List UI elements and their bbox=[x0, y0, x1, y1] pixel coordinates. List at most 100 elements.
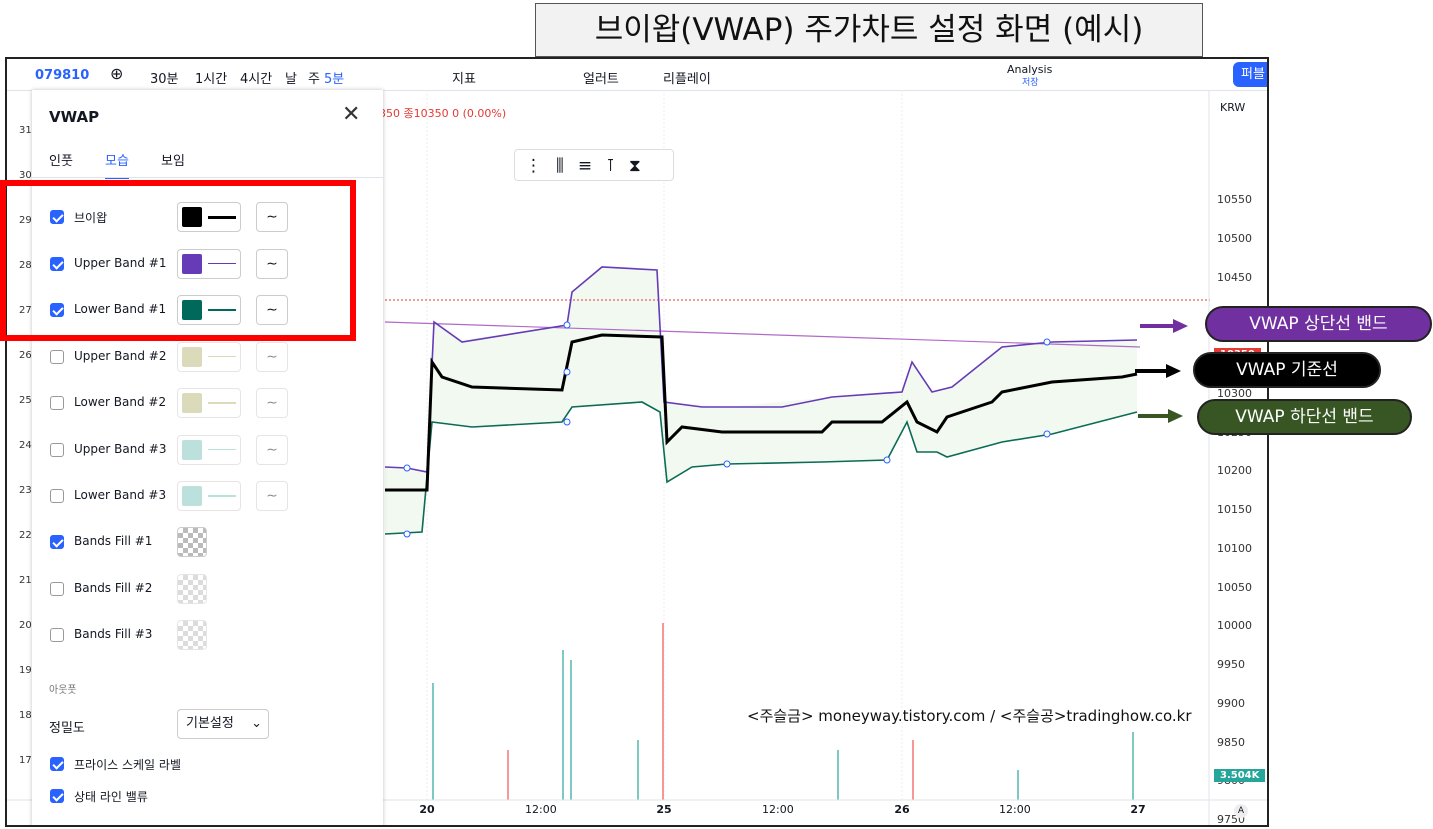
left-tick: 170 bbox=[19, 755, 32, 766]
tab[interactable]: 모습 bbox=[105, 150, 129, 179]
alert[interactable]: 얼러트 bbox=[583, 72, 619, 87]
symbol[interactable]: 079810 bbox=[35, 68, 90, 83]
checkbox[interactable] bbox=[50, 757, 64, 771]
line-style[interactable]: ∼ bbox=[256, 248, 288, 279]
swatch-color bbox=[182, 439, 202, 460]
swatch-color bbox=[182, 393, 202, 413]
line-style[interactable]: ∼ bbox=[256, 202, 288, 232]
price-axis: 1055010500104501040010350103001025010200… bbox=[1210, 90, 1267, 825]
checkbox[interactable] bbox=[50, 628, 64, 642]
lower-band bbox=[384, 401, 1138, 535]
interval[interactable]: 1시간 bbox=[195, 72, 228, 87]
toolbar bbox=[7, 59, 1267, 91]
swatch-color bbox=[182, 300, 202, 320]
left-tick: 230 bbox=[19, 485, 32, 496]
trend-line bbox=[384, 321, 1141, 348]
left-tick: 270 bbox=[19, 305, 32, 316]
line-style[interactable]: ∼ bbox=[256, 341, 288, 372]
settings-panel: VWAP ✕ 인풋 모습 보임 브이왑 ∼ Upper Band #1 ∼ Lower Ba… bbox=[32, 90, 383, 825]
annotation: VWAP 상단선 밴드 bbox=[1205, 306, 1432, 342]
tab[interactable]: 보임 bbox=[161, 154, 185, 169]
precision-select[interactable]: 기본설정 ⌄ bbox=[177, 709, 269, 739]
drawing-toolbar[interactable]: ⋮⫼≡⊺⧗ bbox=[514, 149, 674, 181]
color-swatch[interactable] bbox=[177, 341, 241, 372]
tab-divider bbox=[32, 177, 383, 178]
color-swatch[interactable] bbox=[177, 481, 241, 511]
left-tick: 250 bbox=[19, 395, 32, 406]
close-button[interactable]: ✕ bbox=[342, 102, 361, 127]
price-tick: 9950 bbox=[1217, 658, 1245, 671]
arrow-head bbox=[1166, 364, 1181, 378]
swatch-color bbox=[182, 346, 202, 367]
price-tick: 10000 bbox=[1217, 619, 1252, 633]
left-tick: 220 bbox=[19, 530, 32, 541]
fill-swatch[interactable] bbox=[177, 620, 207, 650]
checkbox[interactable] bbox=[50, 535, 64, 549]
left-tick: 200 bbox=[19, 620, 32, 631]
chart-window: 079810 ⊕ 30분 1시간 4시간 날 주 5분 지표 얼러트 리플레이 Anal… bbox=[5, 57, 1269, 827]
left-tick: 190 bbox=[19, 665, 32, 676]
analysis[interactable]: Analysis bbox=[1007, 63, 1053, 76]
price-tick: 10200 bbox=[1217, 464, 1252, 478]
color-swatch[interactable] bbox=[177, 388, 241, 418]
color-swatch[interactable] bbox=[177, 434, 241, 465]
interval[interactable]: 주 bbox=[308, 72, 320, 87]
time-tick: 12:00 bbox=[762, 803, 794, 816]
price-tick: 10450 bbox=[1217, 270, 1252, 284]
checkbox[interactable] bbox=[50, 489, 64, 503]
price-tick: 10300 bbox=[1217, 386, 1252, 400]
row-label: Lower Band #1 bbox=[74, 302, 167, 316]
checkbox[interactable] bbox=[50, 349, 64, 364]
fill-label: Bands Fill #2 bbox=[74, 580, 153, 595]
upper-band bbox=[384, 266, 1138, 473]
tab[interactable]: 인풋 bbox=[49, 154, 73, 169]
line-style[interactable]: ∼ bbox=[256, 295, 288, 325]
checkbox[interactable] bbox=[50, 303, 64, 317]
fill-label: Bands Fill #1 bbox=[74, 534, 153, 548]
line-style[interactable]: ∼ bbox=[256, 481, 288, 511]
add-button[interactable]: ⊕ bbox=[110, 64, 124, 83]
time-tick: 20 bbox=[419, 803, 435, 816]
checkbox[interactable] bbox=[50, 210, 64, 224]
publish-button[interactable]: 퍼블 bbox=[1233, 62, 1267, 87]
rows: 브이왑 ∼ Upper Band #1 ∼ Lower Band #1 ∼ Upper Ba… bbox=[32, 90, 383, 825]
checkbox[interactable] bbox=[50, 256, 64, 271]
checkbox[interactable] bbox=[50, 442, 64, 457]
line-style[interactable]: ∼ bbox=[256, 434, 288, 465]
checkbox[interactable] bbox=[50, 396, 64, 410]
checkbox[interactable] bbox=[50, 581, 64, 596]
time-tick: 26 bbox=[894, 803, 910, 816]
interval[interactable]: 30분 bbox=[150, 72, 179, 87]
color-swatch[interactable] bbox=[177, 295, 241, 325]
checkbox[interactable] bbox=[50, 789, 64, 803]
fill-swatch[interactable] bbox=[177, 527, 207, 557]
indicators[interactable]: 지표 bbox=[452, 72, 476, 87]
color-swatch[interactable] bbox=[177, 248, 241, 279]
left-tick: 240 bbox=[19, 440, 32, 451]
currency[interactable]: KRW bbox=[1220, 101, 1246, 114]
interval[interactable]: 4시간 bbox=[240, 72, 273, 87]
time-axis: 20 12:00 25 12:00 26 12:00 27 bbox=[7, 803, 1207, 823]
auto-scale[interactable]: A bbox=[1234, 804, 1248, 818]
swatch-line bbox=[208, 355, 236, 357]
chart-canvas bbox=[7, 90, 1267, 825]
save[interactable]: 저장 bbox=[1022, 78, 1039, 88]
left-tick: 300 bbox=[19, 170, 32, 181]
left-tick: 210 bbox=[19, 575, 32, 586]
arrow-head bbox=[1168, 409, 1183, 423]
chevron: ⌄ bbox=[251, 716, 262, 731]
swatch-color bbox=[182, 486, 202, 506]
replay[interactable]: 리플레이 bbox=[663, 72, 711, 87]
color-swatch[interactable] bbox=[177, 202, 241, 232]
interval[interactable]: 날 bbox=[285, 72, 297, 87]
annotation: VWAP 하단선 밴드 bbox=[1197, 399, 1412, 435]
time-tick: 27 bbox=[1130, 803, 1146, 816]
fill-swatch[interactable] bbox=[177, 573, 207, 604]
swatch-line bbox=[208, 216, 236, 219]
line-style[interactable]: ∼ bbox=[256, 388, 288, 418]
current-interval[interactable]: 5분 bbox=[324, 72, 345, 87]
price-tick: 10050 bbox=[1217, 580, 1252, 594]
swatch-line bbox=[208, 402, 236, 404]
banner: 브이왑(VWAP) 주가차트 설정 화면 (예시) bbox=[535, 3, 1203, 57]
